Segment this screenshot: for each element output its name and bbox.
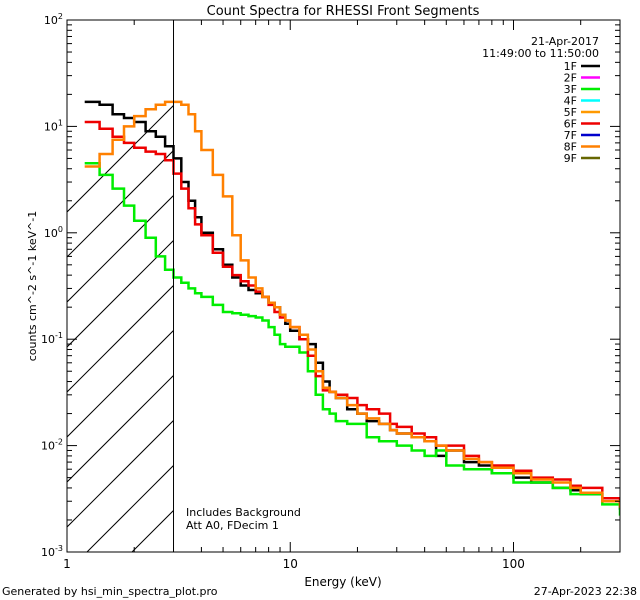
y-tick-label: 102 xyxy=(44,12,63,27)
legend-label: 1F xyxy=(564,60,577,73)
annotation-background: Includes Background xyxy=(186,506,301,519)
svg-text:102: 102 xyxy=(44,12,63,27)
hatch-line-7 xyxy=(67,419,174,528)
legend-label: 5F xyxy=(564,106,577,119)
svg-text:10-3: 10-3 xyxy=(41,544,63,559)
series-line-6F xyxy=(84,120,620,505)
y-tick-label: 10-3 xyxy=(41,544,63,559)
y-tick-label: 10-2 xyxy=(41,438,63,453)
svg-text:101: 101 xyxy=(44,118,63,133)
hatch-line-3 xyxy=(67,239,174,348)
hatch-line-6 xyxy=(67,374,174,483)
hatch-line-8 xyxy=(86,464,174,552)
x-tick-label: 100 xyxy=(502,557,525,571)
x-tick-label: 1 xyxy=(63,557,71,571)
footer-generated-by: Generated by hsi_min_spectra_plot.pro xyxy=(2,585,218,598)
annotation-attenuator: Att A0, FDecim 1 xyxy=(186,519,279,532)
legend-label: 9F xyxy=(564,152,577,165)
hatch-line-2 xyxy=(67,194,174,303)
legend-label: 3F xyxy=(564,83,577,96)
series-line-1F xyxy=(84,100,620,510)
hatch-line-1 xyxy=(67,149,174,258)
x-tick-label: 10 xyxy=(283,557,298,571)
y-tick-label: 100 xyxy=(44,225,63,240)
date-label: 21-Apr-2017 xyxy=(531,35,599,48)
chart-title: Count Spectra for RHESSI Front Segments xyxy=(207,4,480,19)
svg-text:100: 100 xyxy=(44,225,63,240)
legend-label: 7F xyxy=(564,129,577,142)
series-line-8F xyxy=(84,100,620,508)
legend-label: 4F xyxy=(564,95,577,108)
svg-text:10-1: 10-1 xyxy=(41,331,63,346)
y-axis-label: counts cm^-2 s^-1 keV^-1 xyxy=(26,211,39,362)
y-tick-label: 101 xyxy=(44,118,63,133)
x-axis-label: Energy (keV) xyxy=(304,575,381,589)
hatch-line-0 xyxy=(67,104,174,213)
footer-timestamp: 27-Apr-2023 22:38 xyxy=(534,585,637,598)
y-tick-label: 10-1 xyxy=(41,331,63,346)
legend-label: 2F xyxy=(564,72,577,85)
svg-text:10-2: 10-2 xyxy=(41,438,63,453)
legend-label: 8F xyxy=(564,141,577,154)
hatch-line-5 xyxy=(67,329,174,438)
plot-frame xyxy=(66,19,621,553)
hatched-region xyxy=(67,104,174,552)
time-range-label: 11:49:00 to 11:50:00 xyxy=(482,47,599,60)
legend-label: 6F xyxy=(564,118,577,131)
